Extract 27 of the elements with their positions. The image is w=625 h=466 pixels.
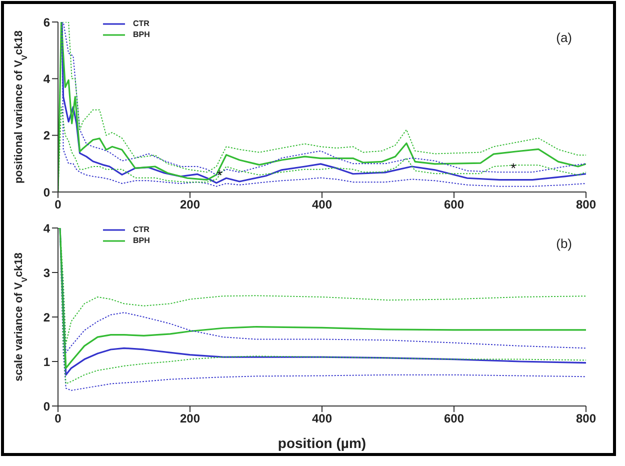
y-tick-label: 4 bbox=[43, 221, 50, 236]
y-tick-label: 6 bbox=[43, 15, 50, 30]
y-tick-label: 2 bbox=[43, 310, 50, 324]
x-tick-label: 800 bbox=[576, 198, 596, 212]
x-tick-label: 400 bbox=[312, 198, 332, 212]
y-tick-label: 0 bbox=[43, 399, 50, 414]
x-tick-label: 0 bbox=[54, 412, 62, 426]
x-tick-label: 200 bbox=[180, 412, 200, 426]
annotation: * bbox=[510, 160, 517, 176]
x-tick-label: 0 bbox=[54, 198, 62, 212]
legend-label: BPH bbox=[133, 236, 150, 245]
x-tick-label: 600 bbox=[444, 412, 464, 426]
y-tick-label: 0 bbox=[43, 185, 50, 200]
x-tick-label: 400 bbox=[312, 412, 332, 426]
x-tick-label: 200 bbox=[180, 198, 200, 212]
legend-label: BPH bbox=[133, 30, 150, 39]
y-tick-label: 4 bbox=[43, 72, 50, 86]
legend-label: CTR bbox=[133, 225, 150, 234]
x-tick-label: 800 bbox=[576, 412, 596, 426]
x-tick-label: 600 bbox=[444, 198, 464, 212]
annotation: (a) bbox=[556, 30, 572, 45]
y-tick-label: 3 bbox=[43, 266, 50, 280]
annotation: (b) bbox=[556, 236, 572, 251]
x-axis-title: position (µm) bbox=[278, 435, 366, 451]
legend-label: CTR bbox=[133, 19, 150, 28]
y-tick-label: 2 bbox=[43, 128, 50, 143]
y-tick-label: 1 bbox=[43, 354, 50, 369]
